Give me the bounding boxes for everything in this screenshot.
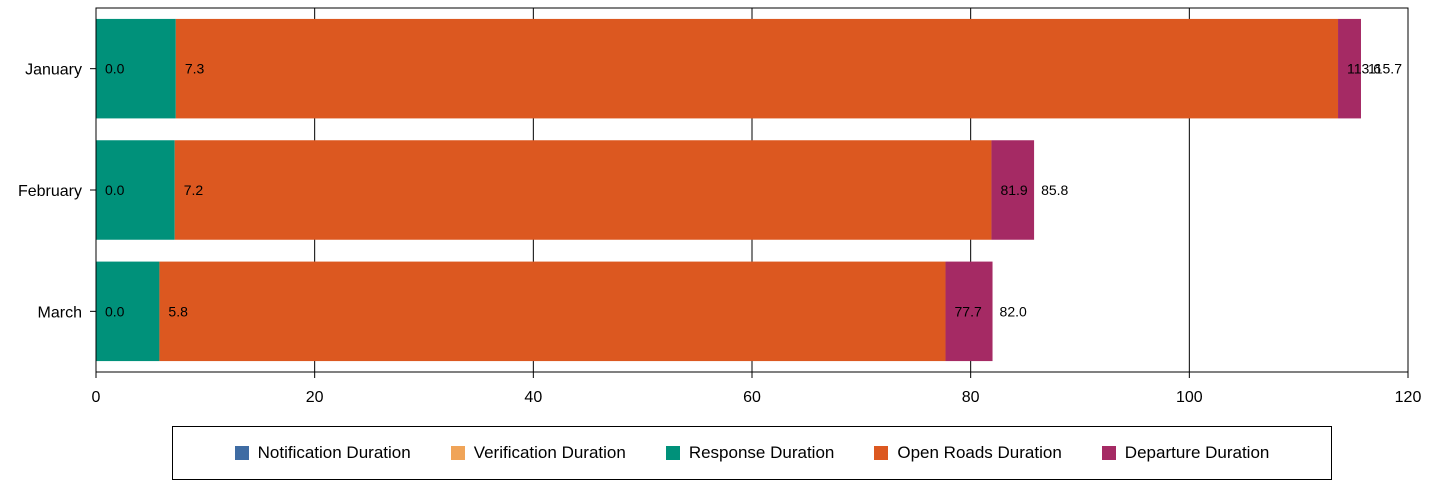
data-label: 7.2 [184,182,204,198]
bar-segment [96,261,160,362]
legend-swatch [234,446,249,460]
data-label: 81.9 [1000,182,1027,198]
data-label: 0.0 [105,61,125,77]
bars [96,18,1361,362]
data-label: 0.0 [105,303,125,319]
bar-segment [945,261,993,362]
x-tick-label: 40 [524,389,542,406]
data-label: 7.3 [185,61,205,77]
x-tick-label: 120 [1395,389,1422,406]
bar-segment [991,140,1035,240]
legend-item: Departure Duration [1101,443,1270,463]
chart: 0 20 40 60 80 100 120 January February March 0.0 7… [18,7,1422,406]
legend-swatch [665,446,680,460]
data-label: 5.8 [168,303,188,319]
legend-item: Verification Duration [450,443,626,463]
data-label: 0.0 [105,182,125,198]
legend-item: Notification Duration [234,443,411,463]
total-label: 85.8 [1041,182,1068,198]
legend-label: Open Roads Duration [897,443,1062,462]
bar-segment [1338,18,1361,119]
data-label: 77.7 [955,303,982,319]
x-tick-label: 80 [962,389,980,406]
x-tick-label: 20 [306,389,324,406]
bar-segment [96,18,176,119]
total-label: 82.0 [1000,303,1027,319]
legend-label: Response Duration [688,443,835,462]
legend-swatch [450,446,465,460]
axes: 0 20 40 60 80 100 120 January February March [18,7,1422,406]
data-label: 113.6 [1347,61,1381,77]
legend-item: Open Roads Duration [874,443,1062,463]
legend-label: Notification Duration [257,443,411,462]
bar-segment [96,140,175,240]
category-label: January [25,62,82,79]
category-label: February [18,183,82,200]
legend-item: Response Duration [665,443,835,463]
x-tick-label: 100 [1176,389,1203,406]
bar-segment [174,140,992,240]
bar-segment [175,18,1339,119]
legend-swatch [1101,446,1116,460]
bar-segment [159,261,946,362]
category-label: March [38,304,82,321]
x-tick-label: 60 [743,389,761,406]
legend-swatch [874,446,889,460]
legend-label: Verification Duration [473,443,626,462]
legend: Notification Duration Verification Durati… [172,426,1332,480]
x-tick-label: 0 [92,389,101,406]
legend-label: Departure Duration [1124,443,1270,462]
total-label: 115.7 [1368,61,1402,77]
